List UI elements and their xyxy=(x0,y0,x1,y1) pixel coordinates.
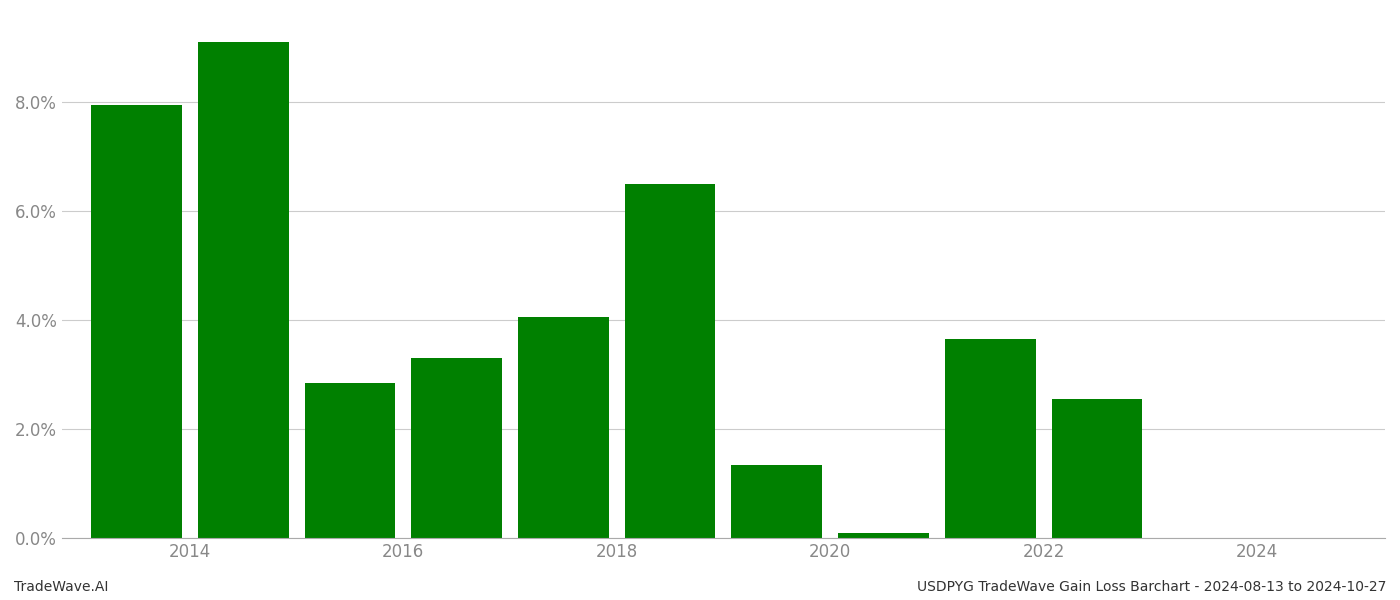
Text: USDPYG TradeWave Gain Loss Barchart - 2024-08-13 to 2024-10-27: USDPYG TradeWave Gain Loss Barchart - 20… xyxy=(917,580,1386,594)
Bar xyxy=(1051,399,1142,538)
Bar xyxy=(731,464,822,538)
Bar xyxy=(945,339,1036,538)
Text: TradeWave.AI: TradeWave.AI xyxy=(14,580,108,594)
Bar xyxy=(305,383,395,538)
Bar xyxy=(624,184,715,538)
Bar xyxy=(839,533,928,538)
Bar xyxy=(412,358,503,538)
Bar xyxy=(91,105,182,538)
Bar xyxy=(518,317,609,538)
Bar xyxy=(197,42,288,538)
